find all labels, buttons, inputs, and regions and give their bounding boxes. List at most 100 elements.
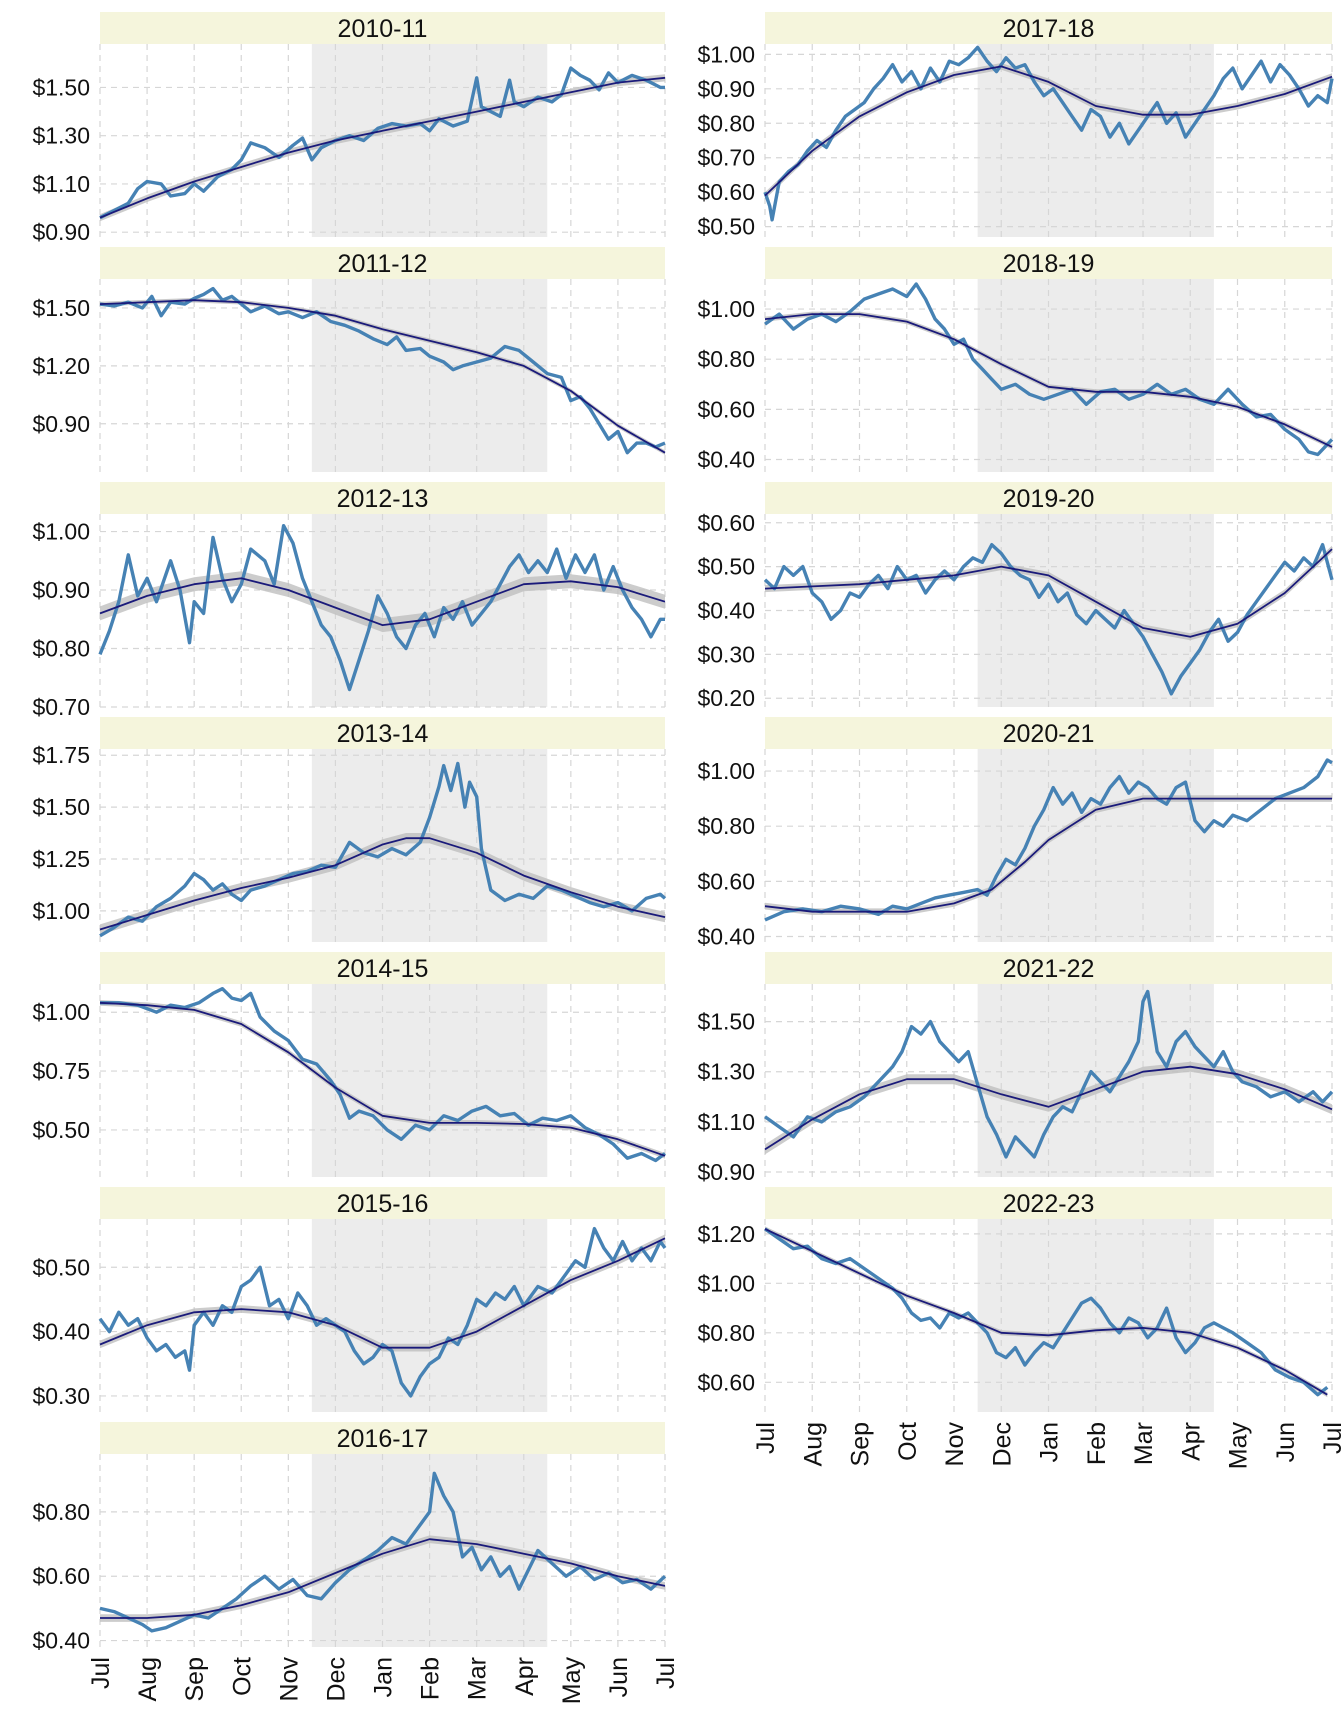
y-tick-label: $1.50 [697, 1009, 755, 1035]
x-tick-label: Jul [87, 1657, 115, 1689]
y-tick-label: $1.20 [32, 353, 90, 379]
facet-strip-label: 2017-18 [1003, 15, 1095, 43]
x-tick-label: Mar [464, 1657, 492, 1700]
y-tick-label: $0.60 [697, 1369, 755, 1395]
x-tick-label: Jul [752, 1422, 780, 1454]
x-tick-label: Jul [1319, 1422, 1344, 1454]
y-tick-label: $1.00 [697, 758, 755, 784]
x-tick-label: May [558, 1657, 586, 1705]
facet-strip [765, 482, 1332, 514]
facet-strip [100, 1187, 665, 1219]
smooth-confidence-band [100, 571, 665, 633]
x-tick-label: Sep [181, 1657, 209, 1701]
y-tick-label: $1.20 [697, 1221, 755, 1247]
facet-strip [100, 482, 665, 514]
y-tick-label: $0.80 [697, 346, 755, 372]
x-tick-label: Feb [1083, 1422, 1111, 1465]
shaded-period [977, 1219, 1214, 1412]
x-tick-label: Aug [799, 1422, 827, 1466]
facet-strip [765, 717, 1332, 749]
price-line [100, 987, 667, 1163]
panel-2011-12: 2011-12 $0.90 $1.20 $1.50 [32, 247, 666, 472]
price-line [99, 761, 667, 938]
shaded-period [977, 749, 1214, 942]
y-tick-label: $0.60 [32, 1563, 90, 1589]
y-tick-label: $0.75 [32, 1058, 90, 1084]
y-tick-label: $0.30 [697, 641, 755, 667]
facet-strip [100, 12, 665, 44]
x-tick-label: Nov [275, 1657, 303, 1702]
y-tick-label: $0.40 [32, 1628, 90, 1654]
x-tick-label: May [1225, 1422, 1253, 1470]
y-tick-label: $0.70 [32, 694, 90, 720]
x-tick-label: Aug [134, 1657, 162, 1701]
y-tick-label: $1.10 [697, 1109, 755, 1135]
price-line [99, 1471, 667, 1633]
facet-strip-label: 2016-17 [337, 1425, 429, 1453]
panel-2019-20: 2019-20 $0.20 $0.30 $0.40 $0.50 $0.60 [697, 482, 1334, 711]
y-tick-label: $0.90 [32, 577, 90, 603]
panel-2010-11: 2010-11 $0.90 $1.10 $1.30 $1.50 [32, 12, 666, 245]
panel-2018-19: 2018-19 $0.40 $0.60 $0.80 $1.00 [697, 247, 1334, 472]
price-line [764, 989, 1334, 1159]
panel-2020-21: 2020-21 $0.40 $0.60 $0.80 $1.00 [697, 717, 1333, 949]
y-tick-label: $0.70 [697, 145, 755, 171]
y-tick-label: $1.00 [697, 1270, 755, 1296]
smooth-trend-line [99, 577, 666, 626]
y-tick-label: $1.10 [32, 171, 90, 197]
y-tick-label: $0.40 [697, 446, 755, 472]
shaded-period [977, 44, 1214, 237]
facet-strip-label: 2020-21 [1003, 720, 1095, 748]
smooth-trend-line [99, 76, 666, 219]
y-tick-label: $0.90 [32, 219, 90, 245]
price-line [764, 1227, 1329, 1397]
x-tick-label: Apr [511, 1657, 539, 1696]
facet-strip [765, 247, 1332, 279]
smooth-trend-line [99, 837, 666, 931]
y-tick-label: $0.40 [697, 923, 755, 949]
y-tick-label: $0.80 [32, 636, 90, 662]
smooth-confidence-band [765, 1061, 1332, 1155]
y-tick-label: $0.20 [697, 685, 755, 711]
y-tick-label: $0.90 [697, 1159, 755, 1185]
panel-2016-17: 2016-17 $0.40 $0.60 $0.80 Jul Aug Sep Oct Nov Dec… [32, 1422, 680, 1704]
x-tick-label: Mar [1130, 1422, 1158, 1465]
y-tick-label: $1.00 [32, 999, 90, 1025]
facet-strip-label: 2014-15 [337, 955, 429, 983]
y-tick-label: $0.40 [32, 1319, 90, 1345]
shaded-period [977, 984, 1214, 1177]
y-tick-label: $0.40 [697, 598, 755, 624]
y-tick-label: $1.00 [697, 41, 755, 67]
facet-strip-label: 2010-11 [338, 15, 428, 43]
shaded-period [311, 984, 548, 1177]
smooth-trend-line [764, 797, 1332, 913]
x-axis-labels: Jul Aug Sep Oct Nov Dec Jan Feb Mar Apr May Jun Jul [87, 1657, 680, 1705]
y-tick-label: $1.50 [32, 295, 90, 321]
price-line [98, 524, 665, 692]
panel-2021-22: 2021-22 $0.90 $1.10 $1.30 $1.50 [697, 952, 1334, 1185]
x-tick-label: Jan [1036, 1422, 1064, 1462]
y-tick-label: $1.00 [697, 296, 755, 322]
x-tick-label: Oct [894, 1422, 922, 1461]
smooth-trend-line [764, 548, 1333, 638]
x-tick-label: Jun [1272, 1422, 1300, 1462]
facet-strip-label: 2015-16 [337, 1190, 429, 1218]
y-tick-label: $0.30 [32, 1383, 90, 1409]
smooth-trend-line [100, 1538, 666, 1619]
y-tick-label: $0.80 [697, 813, 755, 839]
smooth-trend-line [99, 299, 666, 454]
x-tick-label: Dec [988, 1422, 1016, 1466]
y-tick-label: $0.60 [697, 396, 755, 422]
y-tick-label: $0.50 [32, 1254, 90, 1280]
y-tick-label: $0.60 [697, 868, 755, 894]
facet-strip-label: 2018-19 [1003, 250, 1095, 278]
y-tick-label: $1.25 [32, 846, 90, 872]
smooth-trend-line [99, 1001, 666, 1157]
x-tick-label: Oct [228, 1657, 256, 1696]
x-tick-label: Apr [1177, 1422, 1205, 1461]
facet-strip [100, 717, 665, 749]
smooth-confidence-band [100, 1535, 665, 1622]
smooth-trend-line [99, 1237, 666, 1349]
y-tick-label: $0.50 [32, 1117, 90, 1143]
